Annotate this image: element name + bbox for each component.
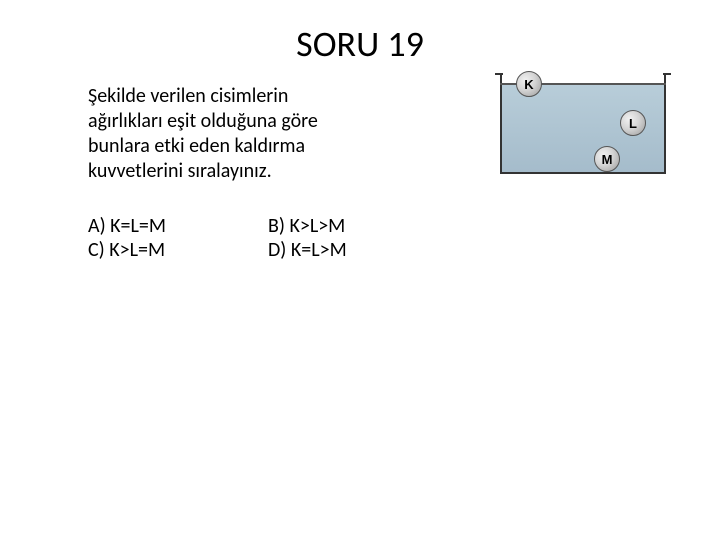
ball-l: L xyxy=(620,110,646,136)
ball-m: M xyxy=(594,146,620,172)
option-b: B) K>L>M xyxy=(268,214,448,238)
option-d: D) K=L>M xyxy=(268,238,448,262)
option-a: A) K=L=M xyxy=(88,214,268,238)
ball-k: K xyxy=(516,71,542,97)
page-title: SORU 19 xyxy=(0,0,720,84)
question-text: Şekilde verilen cisimlerin ağırlıkları e… xyxy=(88,84,378,184)
buoyancy-diagram: K L M xyxy=(500,74,666,180)
container-lip-left xyxy=(495,73,503,75)
question-line-2: ağırlıkları eşit olduğuna göre xyxy=(88,109,378,134)
question-line-1: Şekilde verilen cisimlerin xyxy=(88,84,378,109)
answer-options: A) K=L=M B) K>L>M C) K>L=M D) K=L>M xyxy=(88,214,720,262)
question-line-4: kuvvetlerini sıralayınız. xyxy=(88,159,378,184)
question-line-3: bunlara etki eden kaldırma xyxy=(88,134,378,159)
option-c: C) K>L=M xyxy=(88,238,268,262)
options-row-2: C) K>L=M D) K=L>M xyxy=(88,238,720,262)
container-lip-right xyxy=(663,73,671,75)
options-row-1: A) K=L=M B) K>L>M xyxy=(88,214,720,238)
